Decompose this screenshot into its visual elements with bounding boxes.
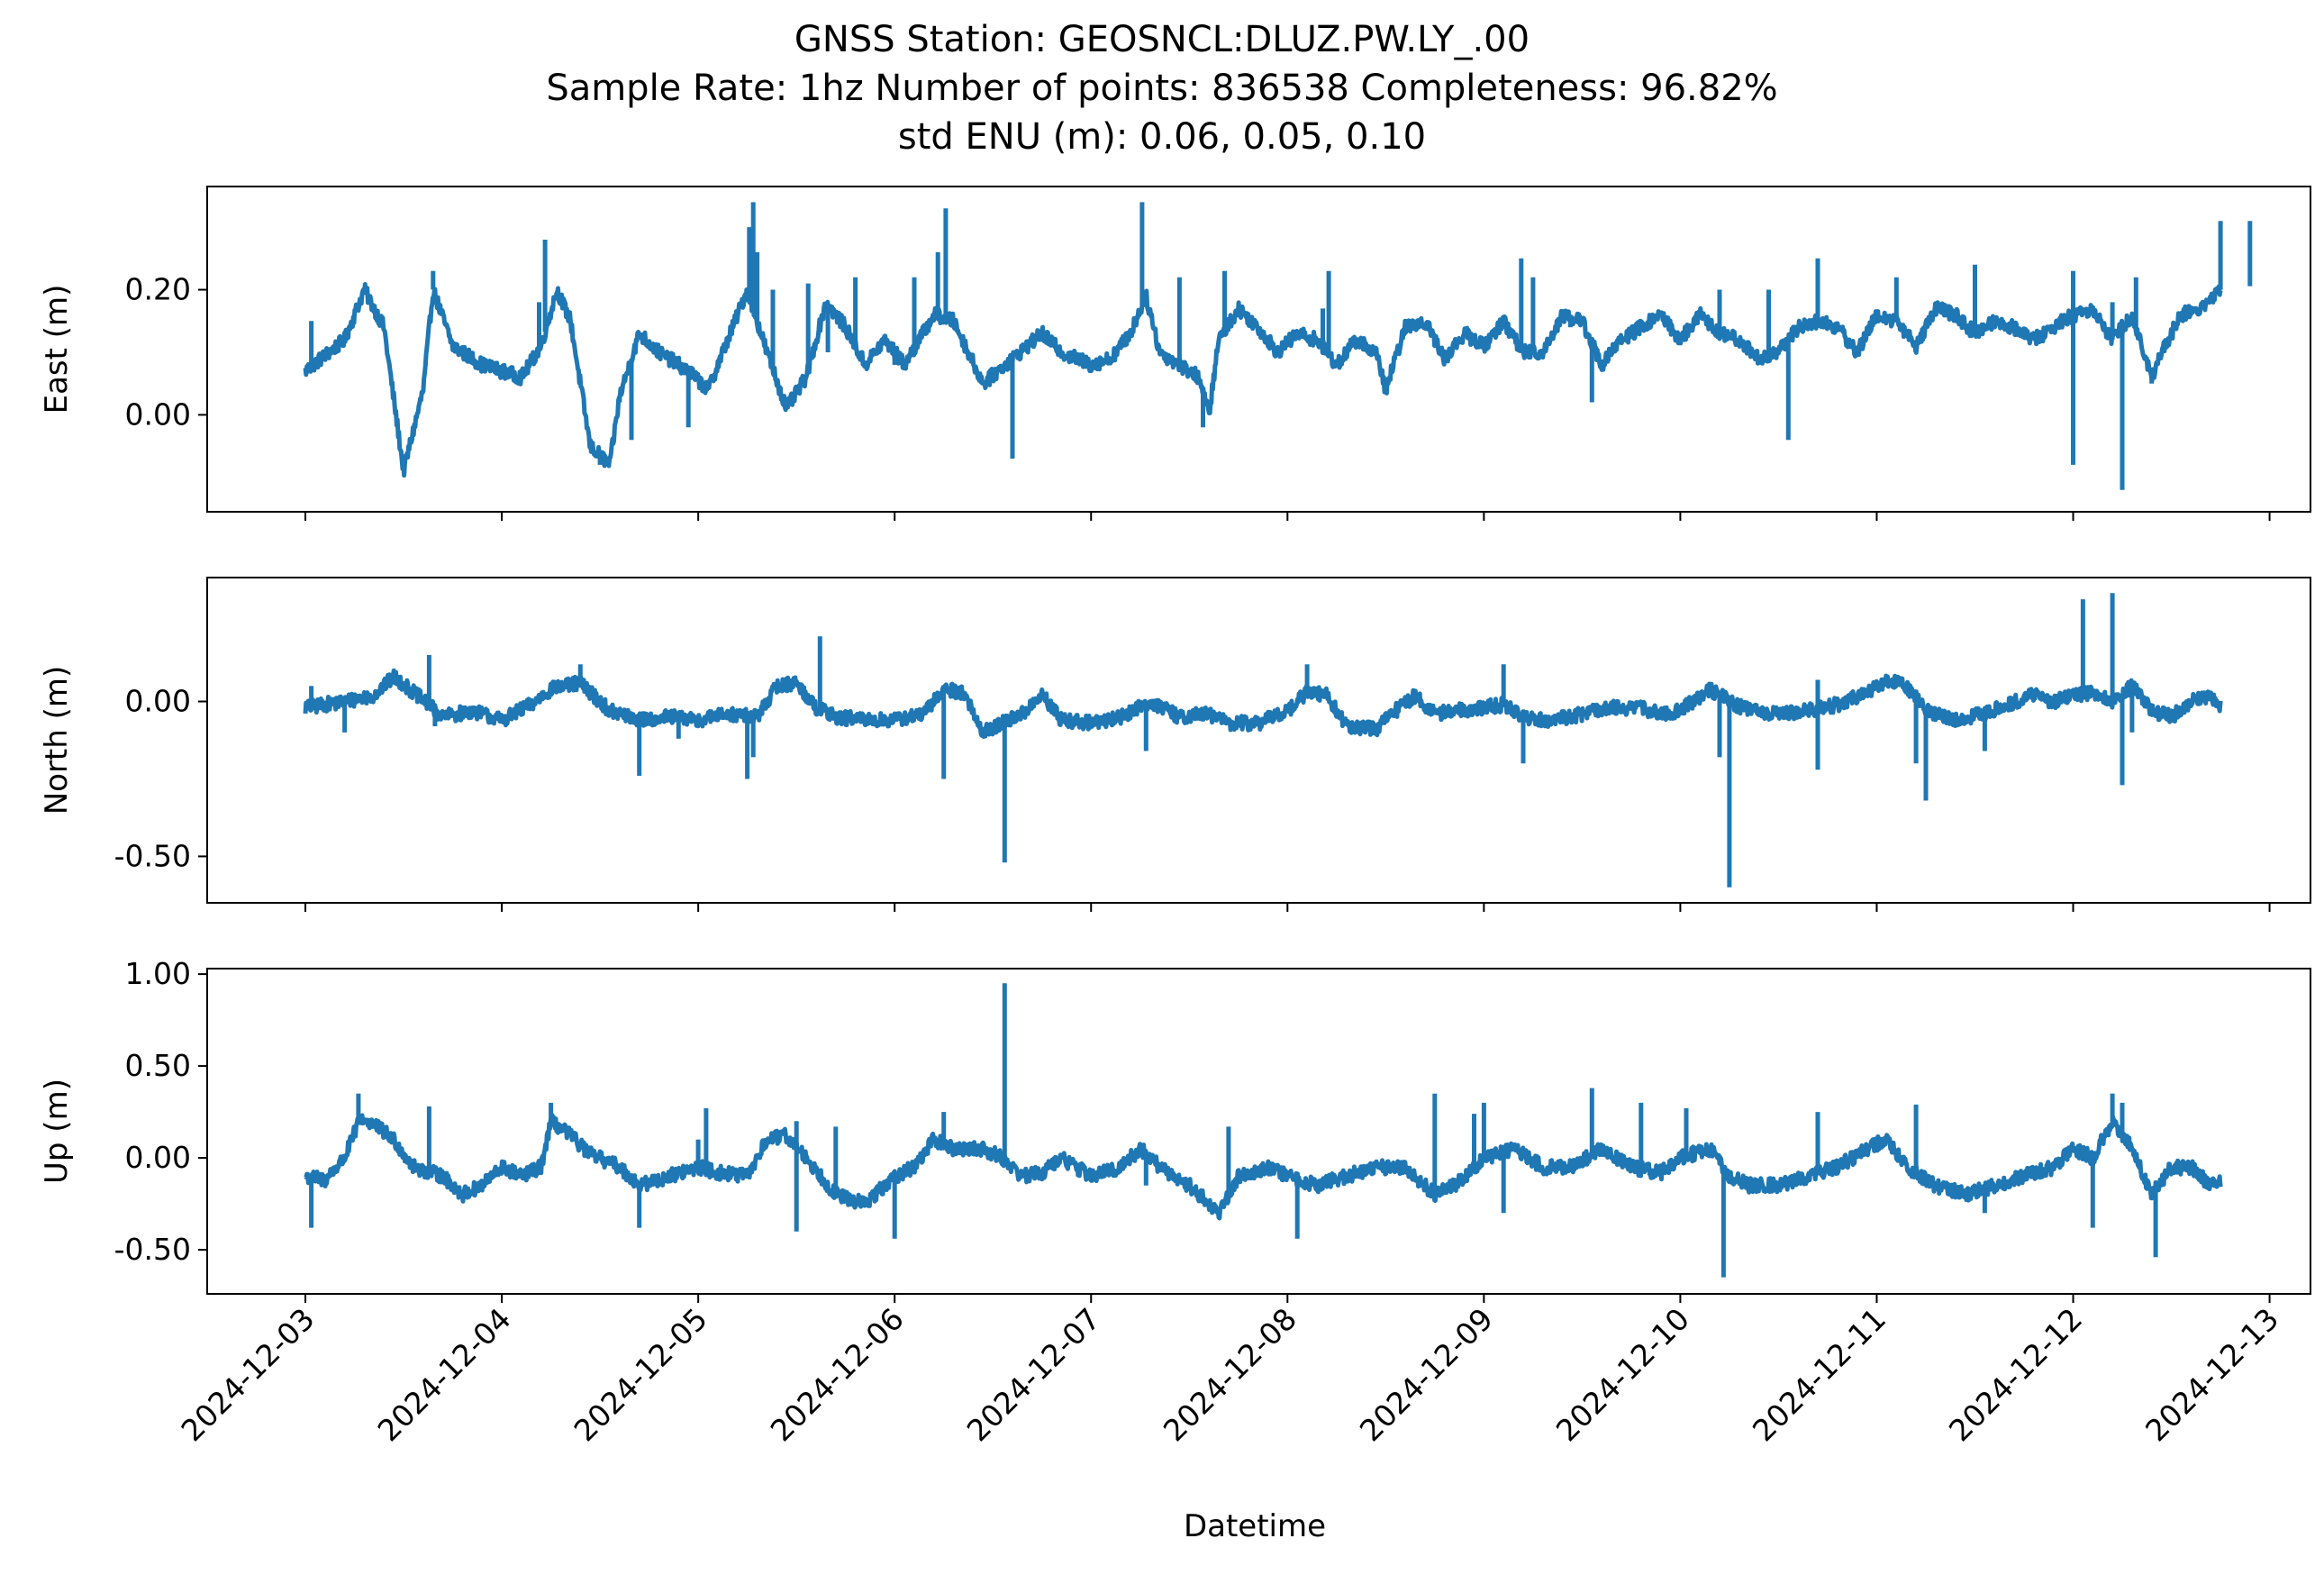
y-tick-label-2-0: 1.00 xyxy=(125,956,191,991)
y-axis-label-2: Up (m) xyxy=(39,1079,75,1184)
axes-frame-1 xyxy=(206,577,2311,904)
y-tick-label-0-0: 0.00 xyxy=(125,396,191,432)
series-line-0 xyxy=(303,282,2223,478)
y-axis-label-0: East (m) xyxy=(39,285,75,414)
x-axis-label: Datetime xyxy=(1184,1508,1326,1544)
y-tick-label-2-1: 0.50 xyxy=(125,1048,191,1083)
series-line-2 xyxy=(304,1113,2223,1221)
y-tick-label-2-2: 0.00 xyxy=(125,1140,191,1175)
y-tick-label-1-1: -0.50 xyxy=(114,838,191,873)
panel-1: 0.00 -0.50 North (m) xyxy=(39,577,2311,912)
series-line-1 xyxy=(303,668,2223,740)
chart-title-line-2: Sample Rate: 1hz Number of points: 83653… xyxy=(546,68,1777,109)
chart-title-line-3: std ENU (m): 0.06, 0.05, 0.10 xyxy=(898,116,1426,158)
y-tick-label-0-1: 0.20 xyxy=(125,272,191,307)
y-tick-label-1-0: 0.00 xyxy=(125,684,191,719)
panel-2: 1.00 0.50 0.00 -0.50 Up (m) xyxy=(39,956,2311,1303)
axes-frame-2 xyxy=(206,968,2311,1295)
y-axis-label-1: North (m) xyxy=(39,666,75,815)
axes-frame-0 xyxy=(206,186,2311,513)
y-tick-label-2-3: -0.50 xyxy=(114,1232,191,1267)
chart-title-line-1: GNSS Station: GEOSNCL:DLUZ.PW.LY_.00 xyxy=(794,19,1530,60)
panels-group: 0.00 0.20 East (m) 0.00 -0.50 North (m) 1.00 0.… xyxy=(39,186,2311,1303)
panel-0: 0.00 0.20 East (m) xyxy=(39,186,2311,521)
